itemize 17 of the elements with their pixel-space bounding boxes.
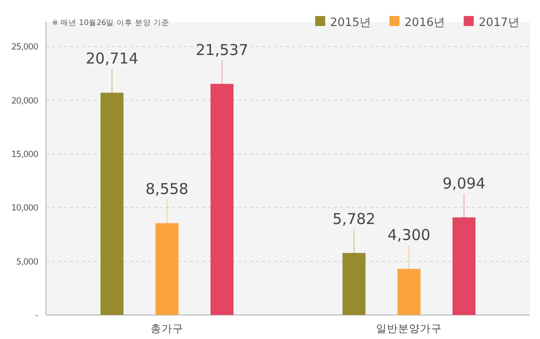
y-tick-label: 20,000 (11, 96, 38, 106)
y-tick-label: 10,000 (11, 204, 38, 214)
y-tick-label: - (35, 311, 38, 321)
legend-label: 2017년 (478, 15, 520, 29)
data-label: 5,782 (332, 210, 376, 228)
data-label: 4,300 (388, 226, 430, 244)
y-tick-label: 5,000 (16, 257, 38, 268)
legend-label: 2016년 (404, 15, 446, 29)
x-tick-label: 일반분양가구 (376, 323, 442, 335)
legend-label: 2015년 (330, 15, 372, 29)
y-tick-label: 15,000 (11, 150, 38, 160)
data-label: 21,537 (196, 40, 248, 59)
x-tick-label: 총가구 (150, 323, 184, 335)
y-tick-label: 25,000 (11, 42, 38, 53)
data-label: 20,714 (86, 50, 138, 68)
data-label: 9,094 (442, 174, 486, 192)
data-label: 8,558 (146, 180, 188, 198)
